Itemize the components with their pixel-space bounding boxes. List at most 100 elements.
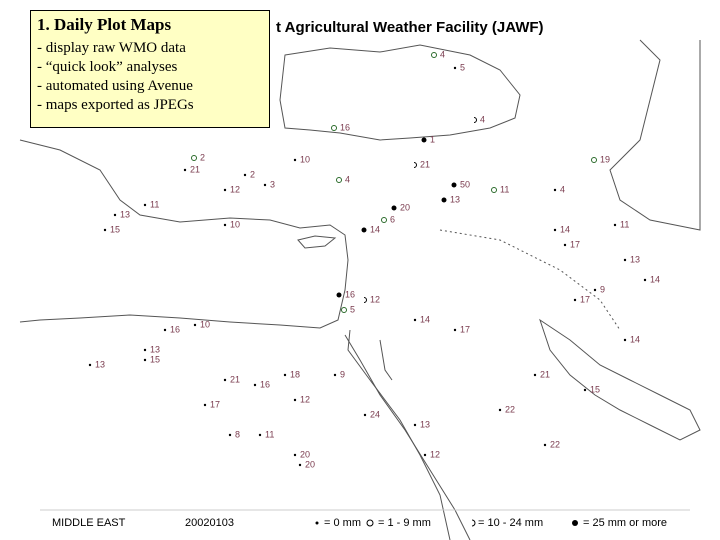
- station-value: 50: [460, 179, 470, 189]
- station-value: 16: [340, 122, 350, 132]
- station-symbol: [583, 388, 587, 392]
- date-label: 20020103: [185, 517, 234, 529]
- station-symbol: [473, 117, 477, 123]
- station-symbol: [341, 307, 347, 313]
- region-label: MIDDLE EAST: [52, 517, 126, 529]
- station-value: 4: [560, 184, 565, 194]
- station-value: 13: [120, 209, 130, 219]
- station-symbol: [391, 205, 397, 211]
- station-value: 5: [460, 62, 465, 72]
- station-value: 2: [200, 152, 205, 162]
- station-symbol: [413, 162, 417, 168]
- station-value: 21: [230, 374, 240, 384]
- station-value: 8: [235, 429, 240, 439]
- station-symbol: [413, 423, 417, 427]
- station-symbol: [143, 348, 147, 352]
- station-symbol: [553, 228, 557, 232]
- station-value: 16: [345, 289, 355, 299]
- station-value: 14: [650, 274, 660, 284]
- station-symbol: [283, 373, 287, 377]
- station-value: 24: [370, 409, 380, 419]
- station-symbol: [381, 217, 387, 223]
- station-symbol: [413, 318, 417, 322]
- station-value: 13: [150, 344, 160, 354]
- station-value: 12: [300, 394, 310, 404]
- station-symbol: [573, 298, 577, 302]
- station-symbol: [553, 188, 557, 192]
- station-symbol: [613, 223, 617, 227]
- station-value: 21: [190, 164, 200, 174]
- station-value: 16: [170, 324, 180, 334]
- station-symbol: [143, 203, 147, 207]
- callout-item: - “quick look” analyses: [37, 59, 178, 75]
- station-value: 18: [290, 369, 300, 379]
- station-symbol: [253, 383, 257, 387]
- station-value: 6: [390, 214, 395, 224]
- station-value: 9: [600, 284, 605, 294]
- station-symbol: [451, 182, 457, 188]
- station-symbol: [623, 338, 627, 342]
- station-value: 11: [265, 429, 274, 439]
- legend-label: = 1 - 9 mm: [378, 517, 431, 529]
- station-symbol: [363, 297, 367, 303]
- station-value: 11: [150, 199, 159, 209]
- station-symbol: [298, 463, 302, 467]
- station-symbol: [183, 168, 187, 172]
- station-value: 12: [370, 294, 380, 304]
- callout-item: - display raw WMO data: [37, 40, 186, 56]
- station-symbol: [193, 323, 197, 327]
- station-symbol: [441, 197, 447, 203]
- station-symbol: [228, 433, 232, 437]
- station-value: 11: [500, 184, 509, 194]
- station-value: 13: [95, 359, 105, 369]
- station-value: 22: [550, 439, 560, 449]
- station-value: 14: [560, 224, 570, 234]
- station-value: 17: [460, 324, 470, 334]
- station-symbol: [191, 155, 197, 161]
- station-symbol: [533, 373, 537, 377]
- station-symbol: [263, 183, 267, 187]
- station-value: 15: [150, 354, 160, 364]
- station-symbol: [361, 227, 367, 233]
- station-symbol: [293, 158, 297, 162]
- station-symbol: [453, 328, 457, 332]
- callout-title: 1. Daily Plot Maps: [37, 15, 172, 34]
- station-symbol: [143, 358, 147, 362]
- station-symbol: [453, 66, 457, 70]
- station-symbol: [103, 228, 107, 232]
- station-symbol: [363, 413, 367, 417]
- station-value: 3: [270, 179, 275, 189]
- station-value: 22: [505, 404, 515, 414]
- station-symbol: [336, 177, 342, 183]
- station-value: 4: [440, 49, 445, 59]
- station-symbol: [293, 398, 297, 402]
- station-symbol: [543, 443, 547, 447]
- station-symbol: [113, 213, 117, 217]
- station-symbol: [498, 408, 502, 412]
- station-symbol: [421, 137, 427, 143]
- station-value: 10: [300, 154, 310, 164]
- station-value: 13: [450, 194, 460, 204]
- legend-symbol: [471, 519, 476, 527]
- station-value: 17: [210, 399, 220, 409]
- station-value: 10: [200, 319, 210, 329]
- station-symbol: [593, 288, 597, 292]
- station-value: 17: [580, 294, 590, 304]
- station-symbol: [591, 157, 597, 163]
- station-value: 4: [345, 174, 350, 184]
- station-symbol: [203, 403, 207, 407]
- legend-symbol: [366, 519, 374, 527]
- station-value: 16: [260, 379, 270, 389]
- map-title: t Agricultural Weather Facility (JAWF): [276, 19, 544, 36]
- station-value: 1: [430, 134, 435, 144]
- callout-item: - maps exported as JPEGs: [37, 97, 194, 113]
- legend-symbol: [315, 521, 319, 525]
- legend-label: = 10 - 24 mm: [478, 517, 543, 529]
- station-value: 17: [570, 239, 580, 249]
- station-symbol: [623, 258, 627, 262]
- legend-label: = 0 mm: [324, 517, 361, 529]
- station-value: 12: [430, 449, 440, 459]
- callout-box: 1. Daily Plot Maps - display raw WMO dat…: [30, 10, 270, 128]
- station-value: 14: [370, 224, 380, 234]
